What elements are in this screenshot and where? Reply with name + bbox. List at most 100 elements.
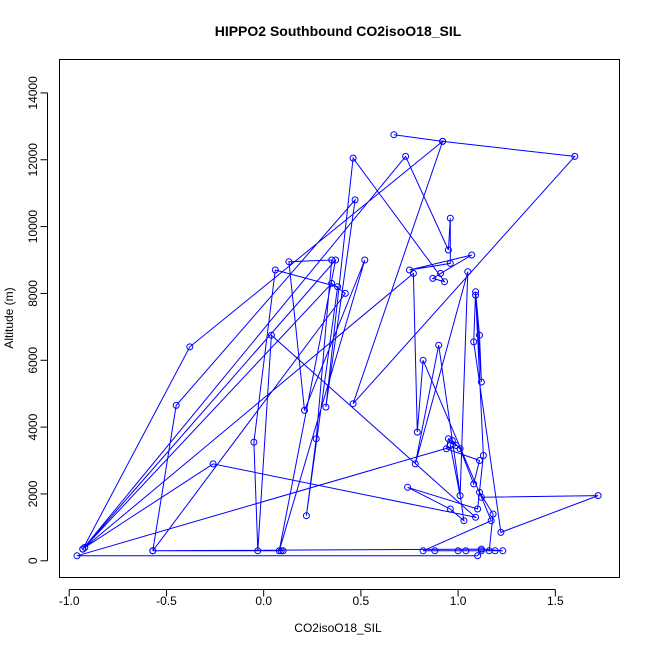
y-tick-label: 8000 [26, 280, 40, 307]
chart-title: HIPPO2 Southbound CO2isoO18_SIL [215, 23, 462, 39]
data-point [489, 510, 497, 518]
data-point [390, 131, 398, 139]
data-point [301, 406, 308, 414]
data-point [499, 547, 507, 555]
data-point [172, 401, 180, 409]
data-point [444, 435, 452, 443]
y-tick-label: 0 [26, 557, 40, 564]
data-point [444, 246, 452, 254]
data-point [334, 283, 342, 291]
data-point [446, 214, 454, 222]
data-point [464, 268, 472, 276]
data-point [73, 552, 81, 560]
data-point [431, 547, 439, 555]
data-point [328, 279, 336, 287]
data-point [442, 445, 450, 453]
data-point [328, 256, 336, 264]
data-point [322, 403, 330, 411]
data-point [446, 505, 454, 513]
data-point [411, 460, 419, 468]
data-point [435, 341, 443, 349]
data-point [409, 269, 417, 277]
x-axis: -1.0 -0.5 0.0 0.5 1.0 1.5 [59, 589, 564, 608]
data-point [413, 428, 421, 436]
data-point [349, 154, 357, 162]
data-point [419, 547, 427, 555]
data-point [254, 547, 262, 555]
data-point [437, 269, 445, 277]
data-point [402, 152, 410, 160]
data-point [149, 547, 157, 555]
series-layer [73, 131, 602, 560]
x-tick-label: -0.5 [156, 594, 177, 608]
data-point [477, 378, 485, 386]
data-point [474, 505, 482, 513]
y-tick-label: 6000 [26, 347, 40, 374]
data-point [462, 547, 470, 555]
data-point [79, 545, 87, 553]
data-point [250, 438, 258, 446]
data-point [594, 492, 602, 500]
data-point [277, 547, 285, 555]
data-point [341, 289, 349, 297]
data-point [571, 152, 579, 160]
data-point [312, 435, 320, 443]
data-point [351, 196, 359, 204]
data-point [279, 547, 287, 555]
data-point [81, 543, 89, 551]
y-axis-label: Altitude (m) [2, 287, 16, 348]
x-tick-label: -1.0 [59, 594, 80, 608]
y-axis: 0 2000 4000 6000 8000 10000 12000 14000 [26, 76, 48, 564]
data-point [491, 547, 499, 555]
data-point [446, 259, 454, 267]
y-tick-label: 10000 [26, 210, 40, 244]
data-point [406, 266, 413, 274]
data-point [448, 437, 456, 444]
data-point [476, 331, 483, 339]
data-point [441, 278, 448, 286]
data-point [271, 266, 279, 274]
x-axis-label: CO2isoO18_SIL [294, 621, 382, 635]
data-point [186, 343, 194, 351]
data-point [209, 460, 217, 468]
data-point [275, 547, 283, 555]
data-point [452, 442, 460, 449]
data-point [460, 517, 468, 525]
x-tick-label: 0.5 [353, 594, 370, 608]
data-point [468, 251, 476, 259]
data-point [285, 258, 293, 266]
data-point [470, 338, 478, 346]
plot-area [59, 59, 620, 578]
y-tick-label: 2000 [26, 480, 40, 507]
data-point [472, 291, 480, 299]
y-tick-label: 12000 [26, 143, 40, 177]
data-point [267, 331, 275, 339]
data-point [302, 512, 310, 520]
data-point [479, 452, 487, 459]
x-tick-label: 1.0 [450, 594, 467, 608]
data-point [472, 513, 480, 521]
data-point [472, 288, 480, 296]
data-point [349, 400, 357, 408]
data-point [476, 488, 483, 496]
data-point [419, 356, 427, 364]
data-point [439, 137, 447, 145]
data-point [497, 528, 505, 536]
data-point [332, 256, 340, 264]
data-point [456, 492, 464, 500]
y-tick-label: 14000 [26, 76, 40, 110]
data-point [487, 517, 495, 525]
data-point [474, 552, 482, 560]
x-tick-label: 1.5 [547, 594, 564, 608]
series-line [76, 134, 599, 557]
data-point [476, 457, 483, 464]
data-point [361, 256, 369, 264]
data-point [477, 545, 485, 553]
data-point [429, 274, 437, 282]
data-point [470, 480, 478, 488]
x-tick-label: 0.0 [255, 594, 272, 608]
data-point [454, 547, 462, 555]
data-point [404, 483, 412, 491]
y-tick-label: 4000 [26, 413, 40, 440]
